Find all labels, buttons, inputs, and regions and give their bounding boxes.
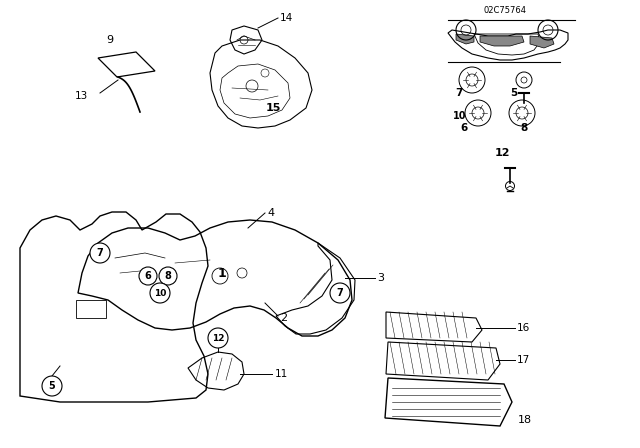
Text: 7: 7 — [337, 288, 344, 298]
Text: 12: 12 — [212, 333, 224, 343]
Polygon shape — [530, 36, 554, 48]
Text: 17: 17 — [517, 355, 531, 365]
Circle shape — [90, 243, 110, 263]
Text: 13: 13 — [75, 91, 88, 101]
Text: 8: 8 — [164, 271, 172, 281]
Text: 5: 5 — [49, 381, 56, 391]
Text: 12: 12 — [495, 148, 511, 158]
Text: 18: 18 — [518, 415, 532, 425]
Circle shape — [208, 328, 228, 348]
Text: 6: 6 — [460, 123, 467, 133]
Text: 8: 8 — [520, 123, 527, 133]
Circle shape — [42, 376, 62, 396]
Text: 15: 15 — [266, 103, 282, 113]
Text: 3: 3 — [377, 273, 384, 283]
Text: 10: 10 — [453, 111, 467, 121]
Circle shape — [139, 267, 157, 285]
Circle shape — [150, 283, 170, 303]
Text: 4: 4 — [267, 208, 274, 218]
Text: 02C75764: 02C75764 — [483, 5, 527, 14]
Text: 7: 7 — [97, 248, 104, 258]
Text: 16: 16 — [517, 323, 531, 333]
Polygon shape — [480, 36, 524, 46]
Circle shape — [330, 283, 350, 303]
Text: 7: 7 — [455, 88, 462, 98]
Polygon shape — [456, 34, 474, 44]
Text: 9: 9 — [106, 35, 113, 45]
Text: 5: 5 — [510, 88, 517, 98]
Text: 6: 6 — [145, 271, 152, 281]
Text: 2: 2 — [280, 313, 287, 323]
Text: 10: 10 — [154, 289, 166, 297]
Text: 14: 14 — [280, 13, 293, 23]
Text: 11: 11 — [275, 369, 288, 379]
Circle shape — [159, 267, 177, 285]
Text: 1: 1 — [218, 267, 227, 280]
